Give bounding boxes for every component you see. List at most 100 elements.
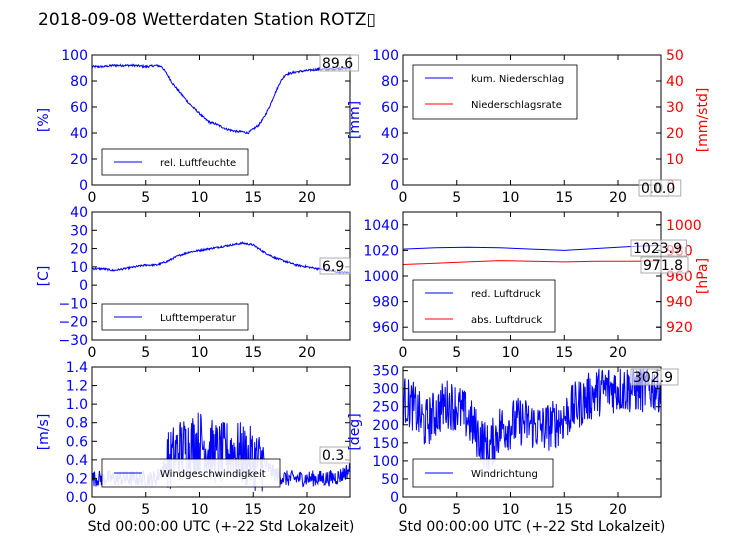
legend-label: kum. Niederschlag [471,74,564,85]
annotation-box [640,256,689,274]
x-tick-label: 15 [244,345,262,361]
series-line-1 [403,244,661,251]
y-tick-label: 20 [70,242,88,258]
chart-temperature: −30 −20 −10 0 10 20 30 40 0 5 10 15 20 [C] Lufttempera… [36,205,351,361]
x-tick-label: 20 [298,502,316,518]
plot-frame [91,211,351,341]
y-axis-label: [C] [36,266,52,287]
plot-frame [91,366,351,498]
y-tick-label: 1020 [363,243,399,259]
plot-area [92,241,350,275]
y-tick-label: 0.6 [66,434,88,450]
x-tick-label: 10 [191,345,209,361]
y-tick-label: 0 [390,490,399,506]
x-tick-label: 15 [244,190,262,206]
value-annotation: 971.8 [640,256,689,274]
y2-tick-label: 40 [666,74,684,90]
y-tick-label: 150 [372,436,399,452]
series-line-1 [92,63,350,135]
legend-box [412,279,556,333]
x-tick-label: 0 [88,345,97,361]
y-tick-label: 20 [70,152,88,168]
annotation-box [319,54,359,72]
annotation-text: 6.9 [322,259,344,275]
x-tick-label: 10 [191,190,209,206]
y-tick-label: 0 [79,178,88,194]
x-tick-label: 5 [141,502,150,518]
y-tick-label: 40 [70,205,88,221]
y-tick-label: 60 [381,100,399,116]
legend: Windgeschwindigkeit [101,458,281,488]
chart-precip: 0204060801000102030405005101520[mm][mm/s… [347,48,711,206]
y-tick-label: 80 [70,74,88,90]
x-tick-label: 5 [141,345,150,361]
y-tick-label: 40 [70,126,88,142]
legend-label: Windrichtung [471,469,538,480]
legend-box [101,303,249,331]
annotation-text: 89.6 [322,56,353,72]
annotation-text: 0.3 [322,448,344,464]
y-axis-label: [m/s] [36,414,52,451]
x-tick-label: 0 [88,190,97,206]
x-tick-label: 15 [244,502,262,518]
x-tick-label: 15 [555,345,573,361]
legend-label: Niederschlagsrate [471,100,562,111]
y-axis-label: [%] [36,108,52,132]
y2-tick-label: 20 [666,126,684,142]
legend: Lufttemperatur [101,303,249,331]
y2-tick-label: 940 [666,295,693,311]
y-tick-label: 0.2 [66,471,88,487]
x-tick-label: 10 [191,502,209,518]
series-line-1 [403,368,661,471]
annotation-box [319,446,351,464]
legend-label: Lufttemperatur [160,313,237,324]
x-tick-label: 20 [298,190,316,206]
value-annotation: 6.9 [319,257,351,275]
x-tick-label: 20 [609,502,627,518]
annotation-box [650,179,682,197]
value-annotation: 0.0 [650,179,682,197]
value-annotation: 1023.9 [630,239,687,257]
annotation-text: 302.9 [633,370,673,386]
y-tick-label: 0 [390,178,399,194]
plot-area [403,368,661,471]
y-tick-label: 0.0 [66,490,88,506]
legend-box [412,64,578,120]
y2-tick-label: 50 [666,48,684,64]
chart-humidity: 0 20 40 60 80 100 0 5 10 15 20 [%] rel. Luftfeuchte 8… [36,48,359,206]
x-tick-label: 10 [502,190,520,206]
series-line-2 [403,260,661,265]
y-tick-label: 30 [70,223,88,239]
y-tick-label: 60 [70,100,88,116]
x-tick-label: 20 [609,345,627,361]
y-tick-label: 80 [381,74,399,90]
y2-tick-label: 1000 [666,218,702,234]
y-tick-label: 100 [372,48,399,64]
x-tick-label: 15 [555,502,573,518]
y-tick-label: 50 [381,472,399,488]
x-axis-label: Std 00:00:00 UTC (+-22 Std Lokalzeit) [88,519,355,535]
x-tick-label: 0 [399,190,408,206]
y-tick-label: 0.4 [66,453,88,469]
y2-tick-label: 920 [666,320,693,336]
annotation-text: 0.0 [653,181,675,197]
chart-windspeed: 0.0 0.2 0.4 0.6 0.8 1.0 1.2 1.4 0 5 10 15 20 [m/s] Std… [36,360,354,535]
y-tick-label: 20 [381,152,399,168]
y-tick-label: 200 [372,418,399,434]
annotation-box [630,368,679,386]
y-tick-label: 100 [61,48,88,64]
x-tick-label: 20 [298,345,316,361]
value-annotation: 302.9 [630,368,679,386]
annotation-text: 1023.9 [633,241,682,257]
x-tick-label: 5 [452,345,461,361]
plot-frame [402,54,662,186]
plot-frame [91,54,351,186]
value-annotation: 0.3 [319,446,351,464]
x-tick-label: 0 [399,502,408,518]
y-tick-label: −20 [58,315,88,331]
y-tick-label: 300 [372,382,399,398]
y-tick-label: 250 [372,400,399,416]
y-tick-label: 1040 [363,218,399,234]
y-tick-label: 1000 [363,269,399,285]
